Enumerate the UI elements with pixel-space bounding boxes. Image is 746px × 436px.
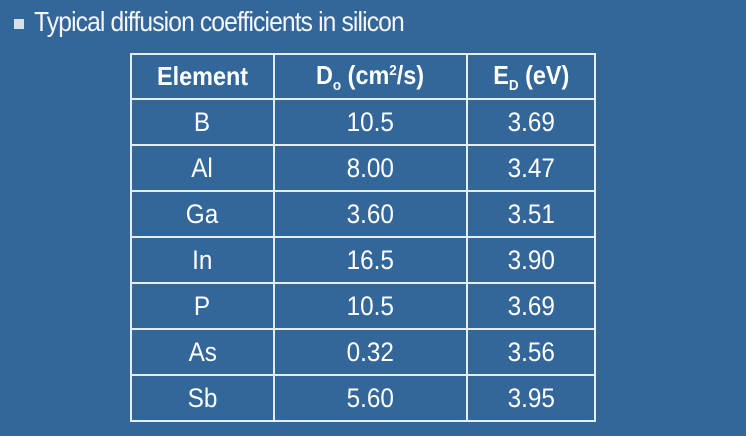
square-bullet-icon xyxy=(14,19,24,29)
slide-title: Typical diffusion coefficients in silico… xyxy=(14,2,454,42)
cell-ed: 3.90 xyxy=(466,236,596,284)
cell-d0: 10.5 xyxy=(273,282,468,330)
cell-d0: 5.60 xyxy=(273,374,468,422)
table-row: Sb 5.60 3.95 xyxy=(130,374,596,422)
table-row: P 10.5 3.69 xyxy=(130,282,596,330)
header-ed: ED (eV) xyxy=(466,53,596,100)
cell-ed: 3.47 xyxy=(466,144,596,192)
table-row: Ga 3.60 3.51 xyxy=(130,190,596,238)
cell-ed: 3.56 xyxy=(466,328,596,376)
header-d0: Do (cm2/s) xyxy=(273,53,468,100)
cell-element: Ga xyxy=(130,190,275,238)
table-row: Al 8.00 3.47 xyxy=(130,144,596,192)
cell-d0: 10.5 xyxy=(273,98,468,146)
cell-element: As xyxy=(130,328,275,376)
cell-ed: 3.95 xyxy=(466,374,596,422)
cell-element: In xyxy=(130,236,275,284)
header-element: Element xyxy=(130,53,275,100)
cell-d0: 3.60 xyxy=(273,190,468,238)
cell-ed: 3.69 xyxy=(466,98,596,146)
cell-element: B xyxy=(130,98,275,146)
cell-d0: 0.32 xyxy=(273,328,468,376)
header-row: Element Do (cm2/s) ED (eV) xyxy=(130,53,596,100)
table-row: B 10.5 3.69 xyxy=(130,98,596,146)
cell-ed: 3.69 xyxy=(466,282,596,330)
cell-element: Sb xyxy=(130,374,275,422)
table-row: As 0.32 3.56 xyxy=(130,328,596,376)
cell-d0: 8.00 xyxy=(273,144,468,192)
cell-ed: 3.51 xyxy=(466,190,596,238)
diffusion-table: Element Do (cm2/s) ED (eV) B 10.5 3.69 Al 8.… xyxy=(130,53,596,422)
cell-d0: 16.5 xyxy=(273,236,468,284)
cell-element: P xyxy=(130,282,275,330)
title-text: Typical diffusion coefficients in silico… xyxy=(34,6,405,37)
cell-element: Al xyxy=(130,144,275,192)
table-row: In 16.5 3.90 xyxy=(130,236,596,284)
